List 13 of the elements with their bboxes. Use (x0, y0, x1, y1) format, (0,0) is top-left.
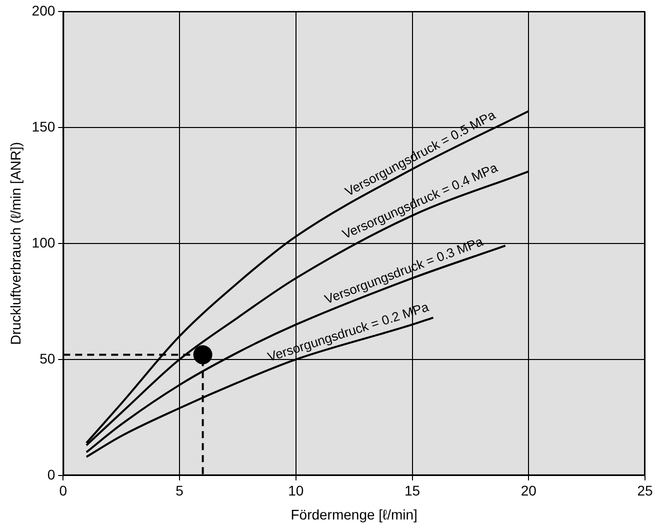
x-axis-title: Fördermenge [ℓ/min] (290, 506, 418, 522)
y-axis-title: Druckluftverbrauch (ℓ/min [ANR]) (7, 142, 24, 345)
x-tick-label: 5 (176, 482, 184, 499)
y-tick-label: 0 (47, 466, 56, 482)
x-tick-label: 10 (288, 482, 304, 499)
y-tick-label: 150 (32, 118, 56, 134)
x-tick-label: 15 (404, 482, 420, 499)
y-tick-label: 200 (32, 2, 56, 18)
y-tick-label: 50 (40, 350, 56, 366)
x-tick-label: 25 (637, 482, 653, 499)
x-tick-label: 20 (520, 482, 537, 499)
x-tick-label: 0 (59, 482, 68, 499)
y-tick-label: 100 (32, 234, 56, 250)
